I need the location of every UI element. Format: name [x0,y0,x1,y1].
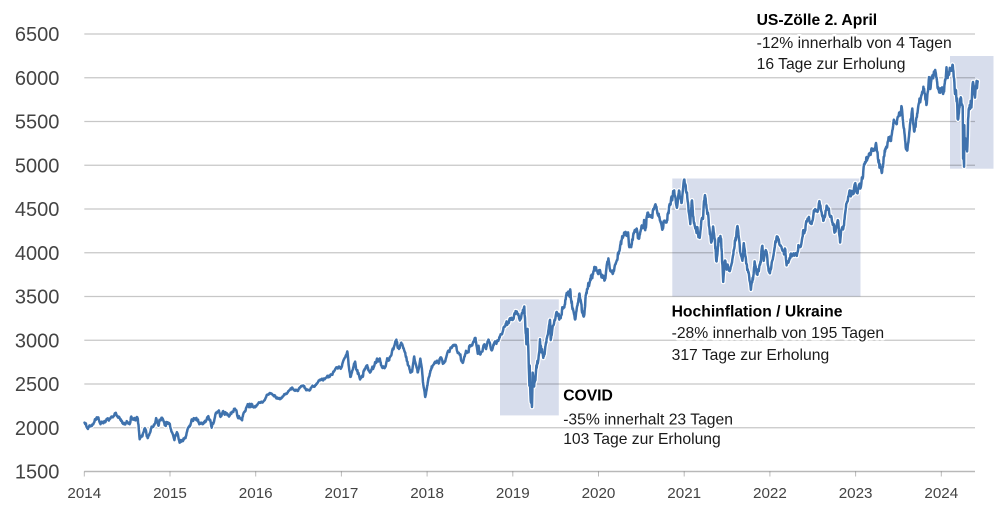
svg-text:2020: 2020 [582,485,616,502]
svg-text:-12% innerhalb von 4 Tagen: -12% innerhalb von 4 Tagen [757,35,952,52]
svg-text:6500: 6500 [15,24,60,46]
svg-text:2021: 2021 [667,485,701,502]
svg-text:COVID: COVID [563,388,613,405]
svg-text:16 Tage zur Erholung: 16 Tage zur Erholung [757,56,906,73]
svg-text:2016: 2016 [239,485,273,502]
svg-text:2024: 2024 [924,485,958,502]
svg-text:103 Tage zur Erholung: 103 Tage zur Erholung [563,431,721,448]
svg-text:6000: 6000 [15,68,60,90]
svg-text:1500: 1500 [15,462,60,484]
svg-text:2015: 2015 [153,485,187,502]
svg-text:4000: 4000 [15,243,60,265]
svg-text:Hochinflation / Ukraine: Hochinflation / Ukraine [672,303,843,320]
svg-text:-28% innerhalb von 195 Tagen: -28% innerhalb von 195 Tagen [672,325,885,342]
svg-text:2500: 2500 [15,374,60,396]
svg-text:2017: 2017 [325,485,359,502]
svg-text:3500: 3500 [15,287,60,309]
svg-text:US-Zölle 2. April: US-Zölle 2. April [757,12,878,29]
svg-text:317 Tage zur Erholung: 317 Tage zur Erholung [672,347,830,364]
svg-text:4500: 4500 [15,199,60,221]
svg-text:-35% innerhalt 23 Tagen: -35% innerhalt 23 Tagen [563,411,733,428]
svg-text:2019: 2019 [496,485,530,502]
svg-text:2023: 2023 [839,485,873,502]
svg-text:2014: 2014 [67,485,101,502]
svg-text:2022: 2022 [753,485,787,502]
svg-text:3000: 3000 [15,330,60,352]
svg-text:2018: 2018 [410,485,444,502]
svg-text:5000: 5000 [15,155,60,177]
svg-text:5500: 5500 [15,112,60,134]
svg-text:2000: 2000 [15,418,60,440]
